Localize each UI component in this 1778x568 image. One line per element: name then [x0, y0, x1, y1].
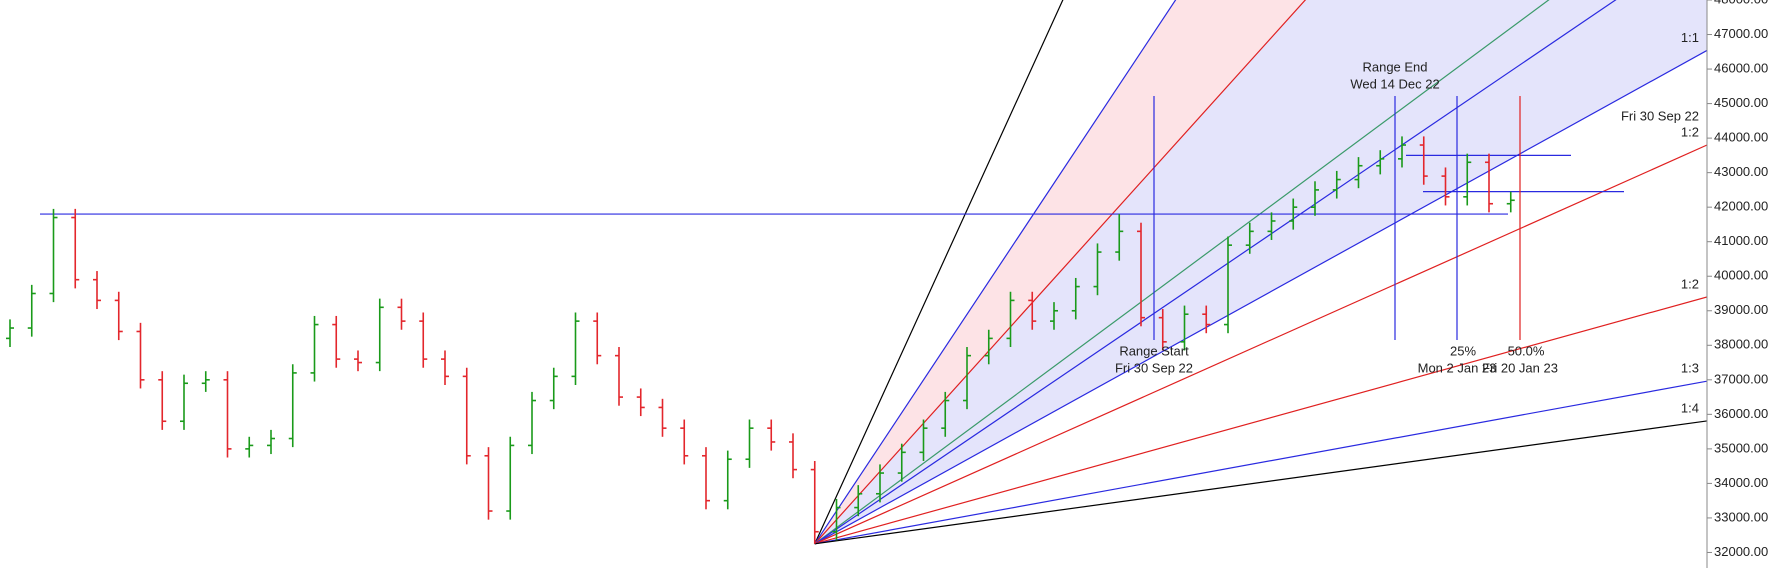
y-tick-label: 40000.00	[1714, 268, 1768, 283]
range-title: 50.0%	[1508, 343, 1545, 358]
fan-line	[814, 0, 1550, 545]
fan-line	[814, 296, 1707, 545]
y-tick-label: 37000.00	[1714, 371, 1768, 386]
range-date: Fri 30 Sep 22	[1115, 360, 1193, 375]
y-tick-label: 46000.00	[1714, 60, 1768, 75]
fan-line	[814, 144, 1707, 545]
y-tick-label: 39000.00	[1714, 302, 1768, 317]
y-tick-label: 36000.00	[1714, 406, 1768, 421]
fan-label: 1:2	[1681, 276, 1699, 291]
y-tick-label: 41000.00	[1714, 233, 1768, 248]
fan-line	[814, 0, 1177, 545]
fan-line	[814, 0, 1064, 545]
y-tick-label: 32000.00	[1714, 544, 1768, 559]
y-tick-label: 42000.00	[1714, 199, 1768, 214]
range-title: 25%	[1450, 343, 1476, 358]
fan-label: 1:4	[1681, 400, 1699, 415]
y-tick-label: 35000.00	[1714, 440, 1768, 455]
range-date: Wed 14 Dec 22	[1350, 76, 1439, 91]
fan-note: Fri 30 Sep 22	[1621, 108, 1699, 123]
y-tick-label: 44000.00	[1714, 130, 1768, 145]
range-title: Range Start	[1119, 343, 1189, 358]
y-tick-label: 43000.00	[1714, 164, 1768, 179]
y-tick-label: 33000.00	[1714, 509, 1768, 524]
fan-line	[814, 380, 1707, 545]
fan-label: 1:1	[1681, 30, 1699, 45]
range-date: Mon 2 Jan 23	[1418, 360, 1497, 375]
fan-line	[814, 0, 1617, 545]
y-tick-label: 48000.00	[1714, 0, 1768, 6]
fan-line	[814, 49, 1707, 545]
fan-label: 1:2	[1681, 124, 1699, 139]
fan-line	[814, 0, 1307, 545]
range-title: Range End	[1362, 59, 1427, 74]
fan-line	[814, 420, 1707, 545]
y-tick-label: 47000.00	[1714, 26, 1768, 41]
fan-label: 1:3	[1681, 361, 1699, 376]
range-date: Fri 20 Jan 23	[1482, 360, 1558, 375]
y-tick-label: 45000.00	[1714, 95, 1768, 110]
y-tick-label: 38000.00	[1714, 337, 1768, 352]
y-tick-label: 34000.00	[1714, 475, 1768, 490]
fan-band	[814, 0, 1707, 544]
plot-area	[6, 0, 1707, 545]
